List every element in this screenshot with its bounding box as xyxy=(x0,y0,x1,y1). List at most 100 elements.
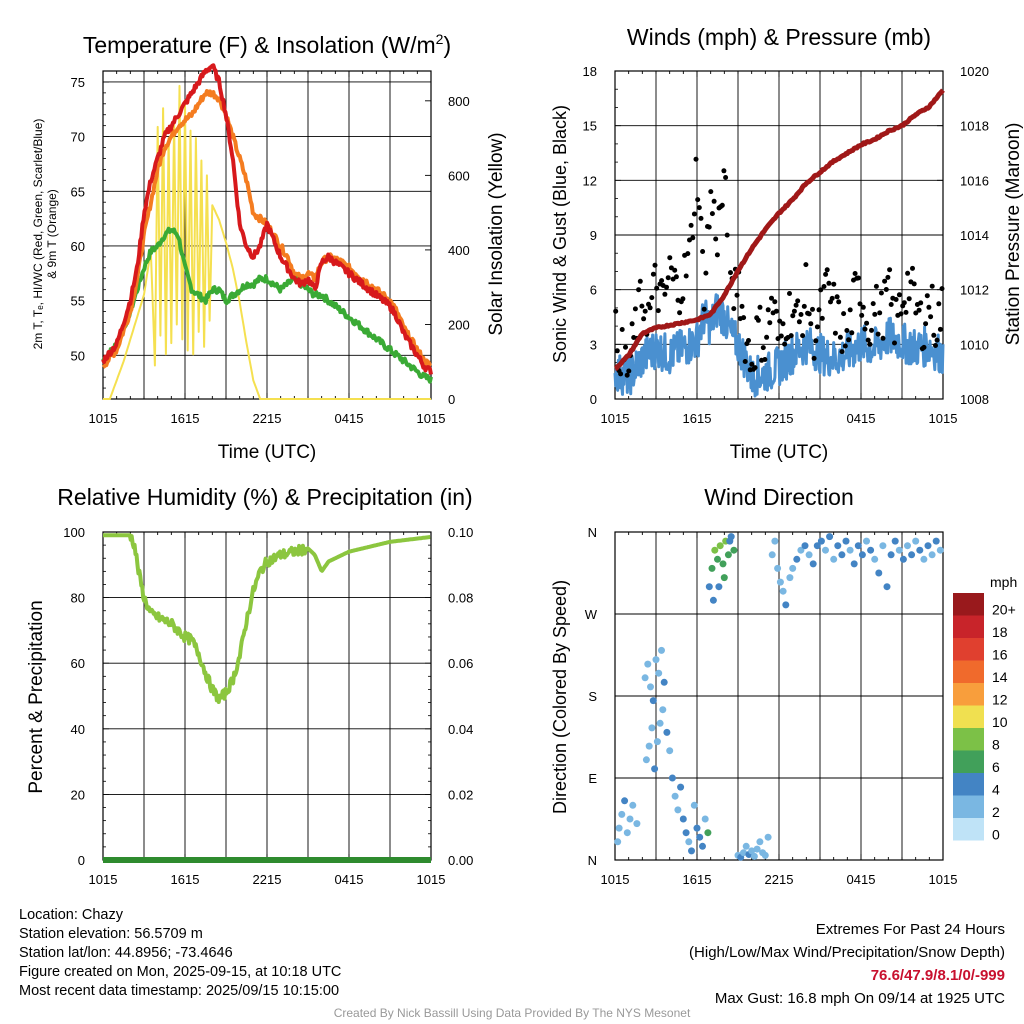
wind-gust-point xyxy=(816,307,822,313)
wind-gust-point xyxy=(665,275,671,281)
dir-point xyxy=(842,537,850,545)
wind-gust-point xyxy=(887,267,893,273)
wind-gust-point xyxy=(873,283,879,289)
wind-gust-point xyxy=(650,271,656,277)
dir-point xyxy=(645,742,653,750)
wind-gust-point xyxy=(624,372,630,378)
colorbar-label: 8 xyxy=(992,736,1000,752)
rh-ytick-label: 20 xyxy=(71,787,85,802)
dir-point xyxy=(863,537,870,545)
wind-ytick-label: 9 xyxy=(590,228,597,243)
wind-y2tick-label: 1012 xyxy=(960,283,989,298)
dir-point xyxy=(822,546,829,554)
wind-gust-point xyxy=(885,274,891,280)
wind-gust-point xyxy=(869,327,874,333)
wind-gust-point xyxy=(916,307,922,313)
wind-xtick-label: 1015 xyxy=(601,411,630,426)
dir-point xyxy=(879,542,887,550)
dir-point xyxy=(908,551,916,559)
wind-gust-point xyxy=(791,308,797,314)
dir-point xyxy=(714,555,721,563)
wind-gust-point xyxy=(855,275,861,281)
dir-xtick-label: 1015 xyxy=(929,872,958,887)
dir-point xyxy=(771,537,779,545)
colorbar-label: 2 xyxy=(992,804,1000,820)
dir-point xyxy=(701,815,709,823)
temp-y-left-label-1: 2m T, Tₑ, HI/WC (Red, Green, Scarlet/Blu… xyxy=(31,119,45,350)
wind-xtick-label: 1615 xyxy=(683,411,712,426)
temp-y2tick-label: 200 xyxy=(448,317,470,332)
dir-xtick-label: 1615 xyxy=(683,872,712,887)
colorbar-swatch xyxy=(953,615,984,638)
dir-point xyxy=(715,583,723,591)
colorbar-swatch xyxy=(953,638,984,661)
dir-point xyxy=(656,719,664,727)
wind-gust-point xyxy=(706,224,712,230)
wind-gust-point xyxy=(659,278,665,284)
wind-gust-point xyxy=(798,312,804,317)
colorbar-unit: mph xyxy=(990,574,1017,590)
wind-gust-point xyxy=(662,291,668,297)
dir-point xyxy=(621,797,629,805)
colorbar-label: 10 xyxy=(992,714,1008,730)
dir-point xyxy=(648,724,656,732)
dir-point xyxy=(699,842,706,850)
wind-gust-point xyxy=(931,332,937,338)
dir-point xyxy=(651,765,659,773)
wind-gust-point xyxy=(880,335,886,341)
colorbar-swatch xyxy=(953,705,984,728)
temp-title: Temperature (F) & Insolation (W/m2) xyxy=(83,31,451,58)
dir-point xyxy=(719,560,727,568)
dir-title: Wind Direction xyxy=(704,484,854,510)
wind-gust-point xyxy=(698,215,704,221)
colorbar-label: 6 xyxy=(992,759,1000,775)
rh-y2tick-label: 0.04 xyxy=(448,722,473,737)
dir-ytick-label: E xyxy=(588,771,597,786)
wind-gust-point xyxy=(903,309,909,315)
dir-point xyxy=(928,551,936,559)
temp-ytick-label: 50 xyxy=(71,348,85,363)
dir-point xyxy=(912,537,920,545)
wind-gust-point xyxy=(708,189,714,195)
wind-gust-point xyxy=(806,311,812,317)
wind-gust-point xyxy=(832,330,838,336)
wind-gust-point xyxy=(860,304,866,310)
temp-y2tick-label: 400 xyxy=(448,243,470,258)
wind-y2tick-label: 1020 xyxy=(960,64,989,79)
rh-y2tick-label: 0.08 xyxy=(448,591,473,606)
wind-gust-point xyxy=(921,344,927,350)
wind-gust-point xyxy=(713,236,719,242)
dir-point xyxy=(716,542,724,550)
extremes-info: Extremes For Past 24 Hours (High/Low/Max… xyxy=(689,918,1005,1010)
rh-ytick-label: 100 xyxy=(63,525,85,540)
colorbar-label: 18 xyxy=(992,624,1008,640)
rh-y2tick-label: 0.06 xyxy=(448,656,473,671)
created-text: Figure created on Mon, 2025-09-15, at 10… xyxy=(19,964,342,980)
wind-gust-point xyxy=(936,301,942,307)
dir-point xyxy=(663,728,671,736)
wind-gust-point xyxy=(847,307,853,313)
wind-gust-point xyxy=(933,343,938,348)
wind-gust-point xyxy=(811,355,817,361)
wind-gust-point xyxy=(913,310,919,316)
wind-gust-point xyxy=(929,283,935,289)
rh-xtick-label: 1015 xyxy=(89,872,118,887)
wind-gust-point xyxy=(837,334,843,340)
colorbar-swatch xyxy=(953,683,984,706)
wind-gust-point xyxy=(696,205,702,211)
wind-gust-point xyxy=(818,287,824,293)
wind-gust-point xyxy=(752,365,758,371)
temp-x-label: Time (UTC) xyxy=(218,442,317,463)
rh-title: Relative Humidity (%) & Precipitation (i… xyxy=(57,484,472,510)
wind-gust-point xyxy=(813,338,819,344)
wind-gust-point xyxy=(680,296,686,302)
wind-gust-point xyxy=(893,297,899,302)
dir-point xyxy=(895,546,903,554)
wind-gust-point xyxy=(865,337,871,343)
dir-point xyxy=(809,560,817,568)
dir-point xyxy=(659,706,667,714)
wind-gust-point xyxy=(739,303,745,309)
colorbar-label: 16 xyxy=(992,646,1008,662)
rh-series-humidity xyxy=(102,533,432,704)
colorbar-swatch xyxy=(953,818,984,841)
